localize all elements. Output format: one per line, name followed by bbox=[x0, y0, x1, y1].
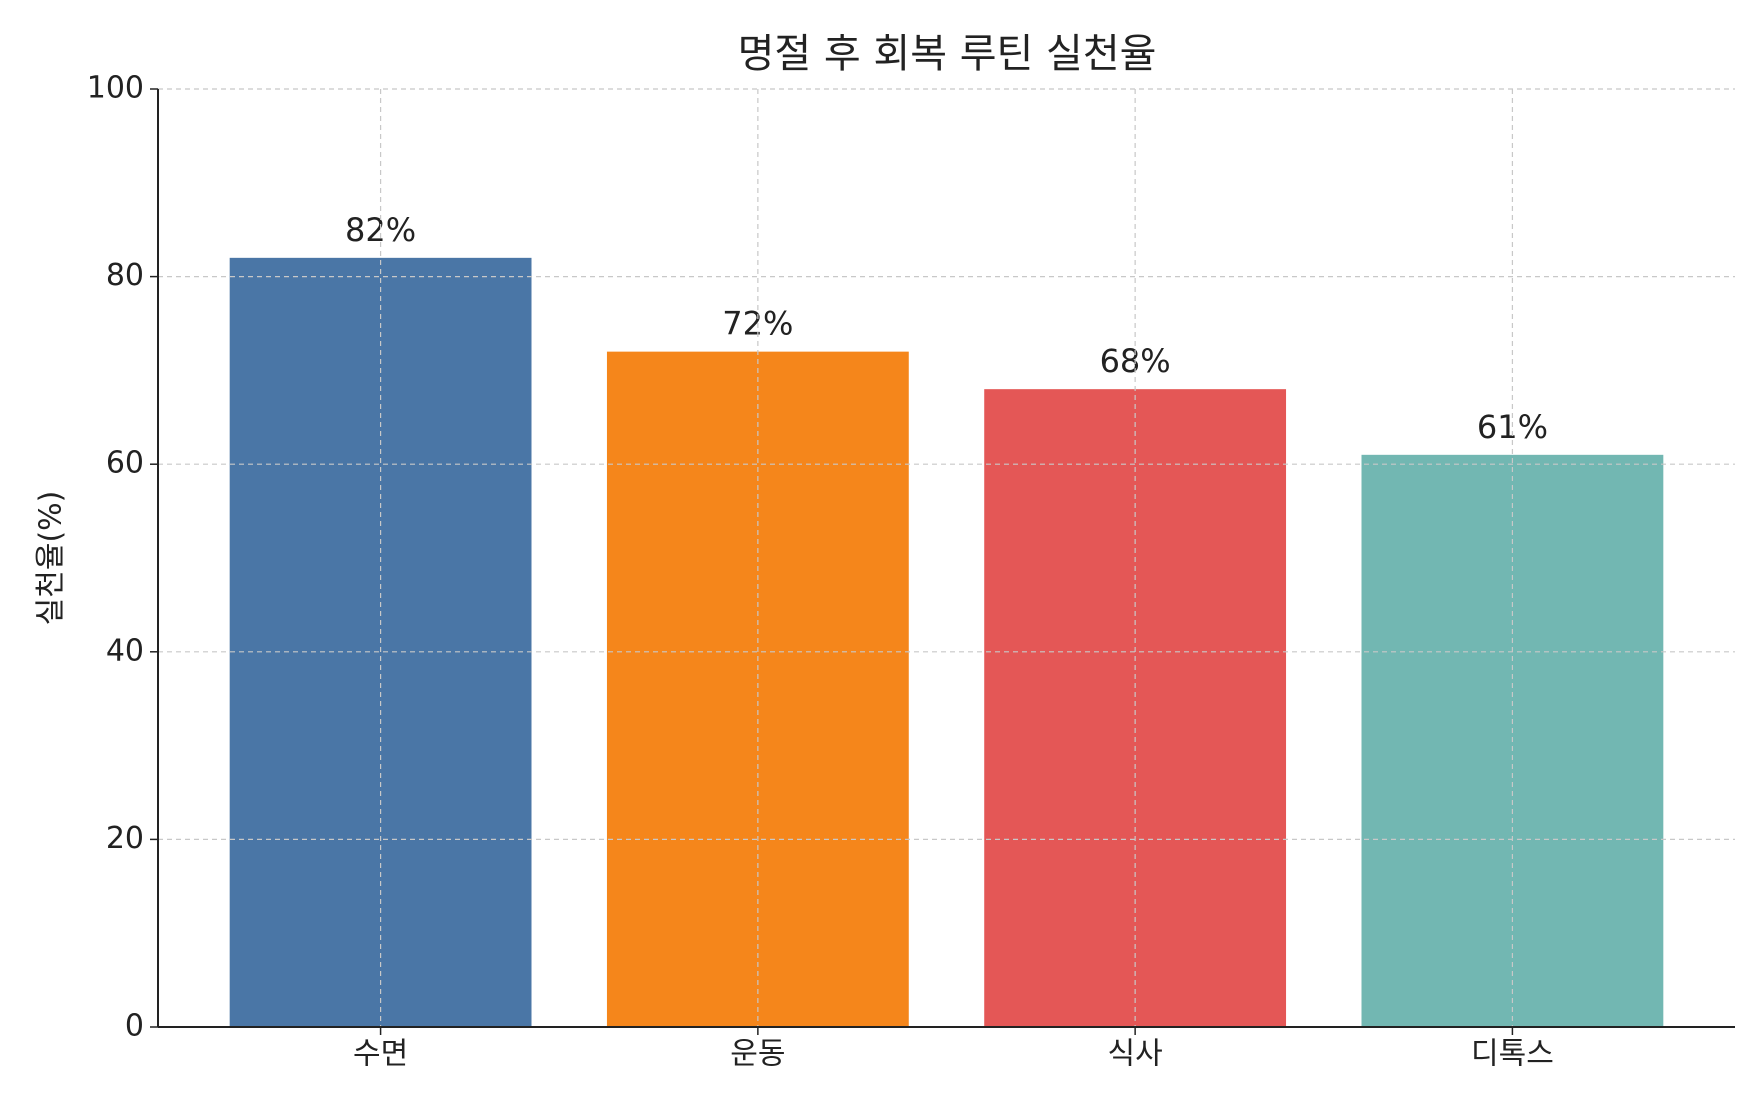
x-tick-label: 디톡스 bbox=[1471, 1037, 1554, 1072]
y-tick-label: 40 bbox=[106, 633, 144, 668]
y-tick-label: 0 bbox=[125, 1009, 144, 1044]
y-tick-label: 60 bbox=[106, 446, 144, 481]
y-axis-label: 실천율(%) bbox=[34, 491, 69, 626]
y-tick-label: 80 bbox=[106, 258, 144, 293]
y-tick-label: 100 bbox=[87, 71, 144, 106]
x-tick-label: 수면 bbox=[353, 1037, 408, 1072]
chart-title: 명절 후 회복 루틴 실천율 bbox=[738, 31, 1157, 77]
y-tick-label: 20 bbox=[106, 821, 144, 856]
x-tick-label: 식사 bbox=[1108, 1037, 1163, 1072]
x-tick-label: 운동 bbox=[730, 1037, 785, 1072]
bar bbox=[984, 389, 1287, 1027]
